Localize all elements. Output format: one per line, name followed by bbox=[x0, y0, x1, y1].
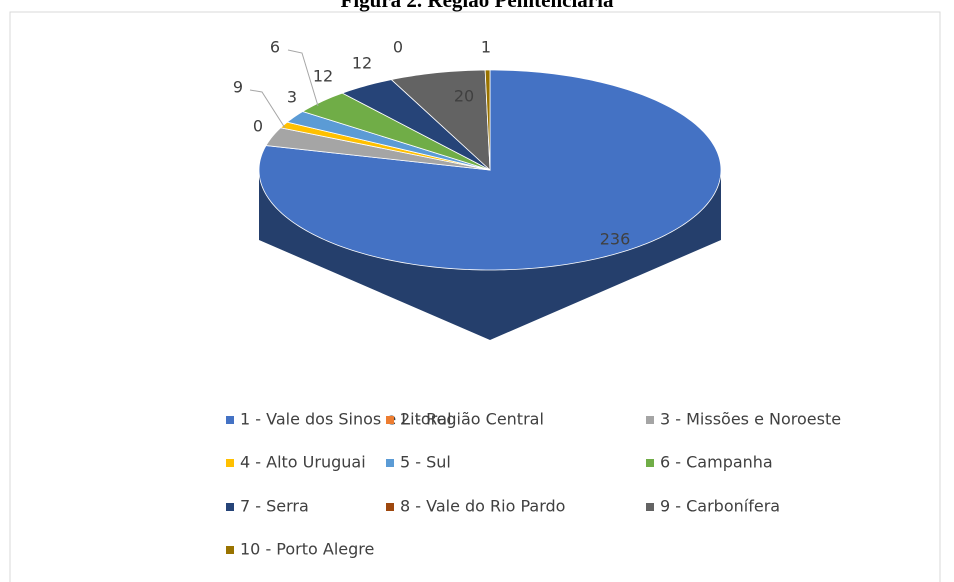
data-label: 6 bbox=[270, 38, 280, 57]
data-label: 0 bbox=[253, 117, 263, 136]
legend-label: 3 - Missões e Noroeste bbox=[660, 410, 841, 429]
legend-label: 6 - Campanha bbox=[660, 453, 773, 472]
legend-label: 10 - Porto Alegre bbox=[240, 540, 374, 559]
chart-title: Figura 2. Região Penitenciária bbox=[341, 0, 614, 12]
legend-swatch bbox=[226, 459, 234, 467]
legend-label: 5 - Sul bbox=[400, 453, 451, 472]
legend-label: 8 - Vale do Rio Pardo bbox=[400, 497, 565, 516]
leader-line bbox=[249, 89, 286, 129]
legend-swatch bbox=[646, 459, 654, 467]
pie-slice bbox=[390, 69, 491, 171]
pie-slice bbox=[265, 127, 491, 171]
legend-label: 9 - Carbonífera bbox=[660, 497, 780, 516]
pie-slice bbox=[286, 111, 491, 171]
legend-swatch bbox=[386, 503, 394, 511]
data-label: 3 bbox=[287, 88, 297, 107]
legend-swatch bbox=[226, 416, 234, 424]
data-label: 20 bbox=[454, 87, 474, 106]
legend-swatch bbox=[386, 459, 394, 467]
data-label: 9 bbox=[233, 78, 243, 97]
legend-swatch bbox=[226, 546, 234, 554]
legend-swatch bbox=[646, 503, 654, 511]
legend-swatch bbox=[226, 503, 234, 511]
pie-slice bbox=[484, 69, 491, 171]
data-label: 12 bbox=[313, 67, 333, 86]
data-label: 12 bbox=[352, 54, 372, 73]
data-label: 0 bbox=[393, 38, 403, 57]
pie-slice bbox=[341, 79, 491, 171]
legend-label: 7 - Serra bbox=[240, 497, 309, 516]
legend-label: 2 - Região Central bbox=[400, 410, 544, 429]
pie-side bbox=[259, 170, 721, 340]
data-label: 236 bbox=[600, 230, 631, 249]
pie-slice bbox=[301, 92, 491, 171]
legend-label: 1 - Vale dos Sinos e Litoral bbox=[240, 410, 452, 429]
legend-swatch bbox=[646, 416, 654, 424]
legend-swatch bbox=[386, 416, 394, 424]
leader-line bbox=[287, 49, 319, 107]
legend-label: 4 - Alto Uruguai bbox=[240, 453, 366, 472]
data-label: 1 bbox=[481, 38, 491, 57]
